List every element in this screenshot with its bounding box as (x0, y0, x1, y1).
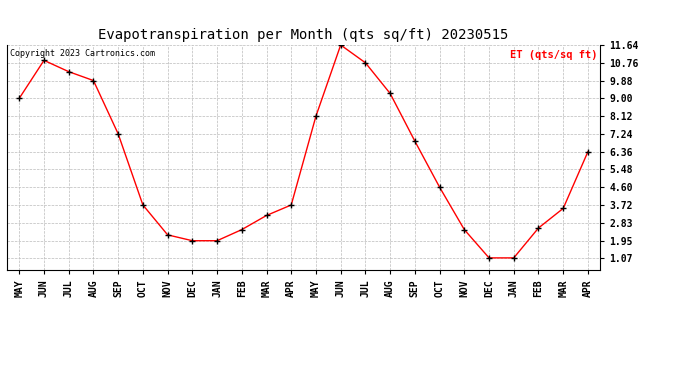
Title: Evapotranspiration per Month (qts sq/ft) 20230515: Evapotranspiration per Month (qts sq/ft)… (99, 28, 509, 42)
Text: Copyright 2023 Cartronics.com: Copyright 2023 Cartronics.com (10, 50, 155, 58)
Text: ET (qts/sq ft): ET (qts/sq ft) (510, 50, 598, 60)
